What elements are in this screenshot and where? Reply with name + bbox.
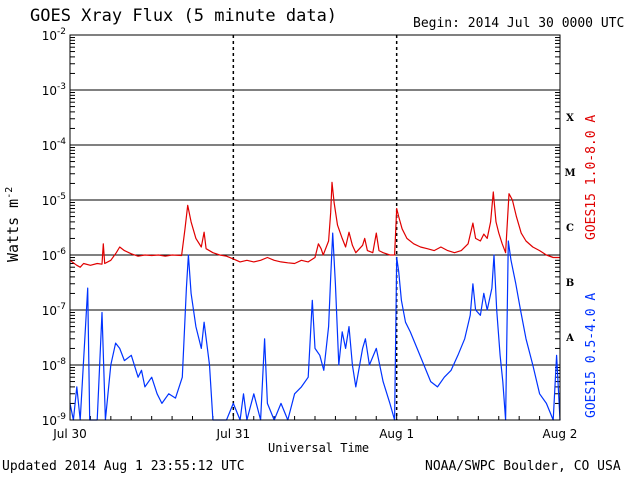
flare-class-label: X — [566, 113, 574, 124]
series-line-long — [69, 181, 560, 268]
series-line-short — [69, 232, 561, 421]
plot-frame — [69, 34, 561, 421]
y-tick-label: 10-6 — [42, 247, 67, 263]
y-tick-label: 10-4 — [42, 137, 67, 153]
x-tick-label: Aug 1 — [379, 427, 414, 441]
flare-class-label: M — [564, 168, 575, 179]
flare-class-label: C — [566, 223, 574, 234]
x-axis-label: Universal Time — [268, 441, 370, 455]
updated-timestamp: Updated 2014 Aug 1 23:55:12 UTC — [2, 459, 245, 474]
y-tick-label: 10-8 — [42, 357, 67, 373]
y-tick-label: 10-9 — [42, 412, 67, 428]
y-tick-label: 10-7 — [42, 302, 66, 318]
y-tick-label: 10-5 — [42, 192, 66, 208]
chart-title: GOES Xray Flux (5 minute data) — [30, 6, 338, 26]
y-tick-label: 10-3 — [42, 82, 66, 98]
x-tick-label: Jul 31 — [216, 427, 251, 441]
y-tick-label: 10-2 — [42, 27, 66, 43]
flare-class-label: A — [565, 333, 574, 344]
begin-time-label: Begin: 2014 Jul 30 0000 UTC — [413, 16, 625, 31]
flare-class-label: B — [566, 278, 574, 289]
credit-label: NOAA/SWPC Boulder, CO USA — [425, 459, 621, 474]
x-tick-label: Jul 30 — [52, 427, 87, 441]
x-tick-label: Aug 2 — [543, 427, 578, 441]
